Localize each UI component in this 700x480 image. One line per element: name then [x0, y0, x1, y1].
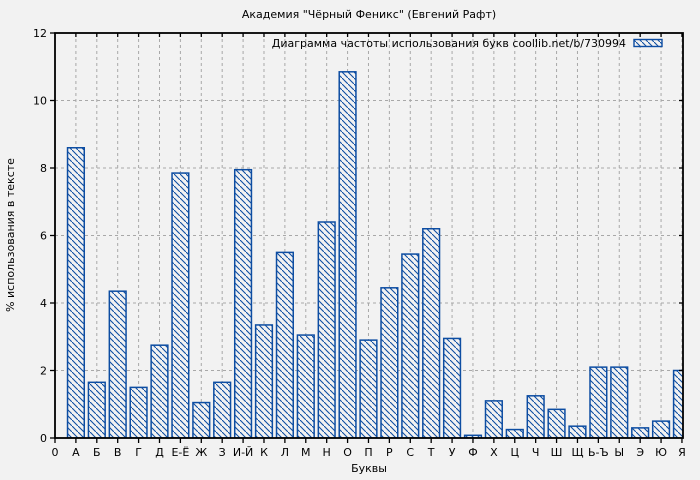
x-tick-label: В: [114, 446, 122, 459]
x-tick-label: А: [72, 446, 80, 459]
x-tick-label: С: [406, 446, 414, 459]
bar-О: [338, 71, 357, 438]
x-tick-label: И-Й: [233, 446, 253, 459]
y-tick-label: 4: [40, 297, 47, 310]
bar-П: [359, 339, 378, 438]
bar-Д: [150, 344, 169, 438]
y-axis-label: % использования в тексте: [4, 158, 17, 312]
bar-Х: [484, 400, 503, 438]
bar-Ж: [192, 401, 211, 438]
x-tick-label: Ф: [468, 446, 477, 459]
bar-Ь-Ъ: [589, 366, 608, 438]
x-tick-label: Ц: [510, 446, 519, 459]
bar-Ш: [547, 408, 566, 438]
x-tick-label: П: [364, 446, 372, 459]
x-tick-label: Л: [281, 446, 289, 459]
plot-border: [54, 32, 684, 439]
chart-title: Академия "Чёрный Феникс" (Евгений Рафт): [242, 8, 496, 21]
x-tick-label: Э: [636, 446, 644, 459]
bar-Б: [87, 381, 106, 438]
y-tick-label: 0: [40, 432, 47, 445]
x-tick-label: Г: [135, 446, 142, 459]
bar-Щ: [568, 425, 587, 438]
bar-И-Й: [233, 168, 253, 438]
bar-С: [401, 253, 420, 438]
x-tick-label: Ш: [551, 446, 563, 459]
bars-group: [66, 71, 683, 438]
x-tick-label: Е-Ё: [171, 446, 189, 459]
x-tick-label: Ь-Ъ: [588, 446, 609, 459]
x-tick-label: Д: [155, 446, 164, 459]
x-tick-label: 0: [52, 446, 59, 459]
x-tick-label: Б: [93, 446, 101, 459]
x-axis-label: Буквы: [351, 462, 387, 475]
bar-Г: [129, 386, 148, 438]
x-tick-label: Ы: [614, 446, 624, 459]
bar-Л: [275, 251, 294, 438]
y-tick-label: 10: [33, 95, 47, 108]
x-tick-label: К: [260, 446, 268, 459]
bar-Н: [317, 221, 336, 438]
bar-Ы: [610, 366, 629, 438]
x-tick-label: У: [449, 446, 456, 459]
x-tick-label: Щ: [571, 446, 583, 459]
y-tick-label: 2: [40, 365, 47, 378]
x-tick-label: Р: [386, 446, 393, 459]
bar-Э: [631, 427, 650, 438]
x-tick-label: Н: [323, 446, 331, 459]
bar-Р: [380, 287, 399, 438]
bar-А: [66, 147, 86, 438]
x-tick-label: О: [343, 446, 352, 459]
x-tick-label: М: [301, 446, 311, 459]
axis-tick-labels: 0 А Б В Г Д Е-Ё Ж З И-Й К Л М Н О П Р С Т У Ф Х Ц Ч Ш Щ Ь-Ъ Ы Э Ю Я024…: [33, 27, 686, 459]
bar-В: [108, 290, 127, 438]
bar-К: [254, 324, 274, 438]
legend-label: Диаграмма частоты использования букв coo…: [272, 37, 626, 50]
y-tick-label: 12: [33, 27, 47, 40]
x-tick-label: Ю: [655, 446, 667, 459]
bar-Т: [422, 228, 441, 438]
bar-М: [296, 334, 315, 438]
bar-Е-Ё: [171, 172, 190, 438]
bar-З: [213, 381, 232, 438]
bar-Ч: [526, 395, 545, 438]
legend-swatch: [633, 38, 663, 48]
x-tick-label: Ч: [532, 446, 540, 459]
x-tick-label: Х: [490, 446, 498, 459]
bar-Я: [672, 369, 683, 438]
bar-У: [442, 337, 462, 438]
y-tick-label: 6: [40, 230, 47, 243]
x-tick-label: Т: [427, 446, 435, 459]
bar-Ю: [651, 420, 671, 438]
x-tick-label: З: [219, 446, 226, 459]
y-tick-label: 8: [40, 162, 47, 175]
x-tick-label: Ж: [195, 446, 207, 459]
bar-Ц: [505, 428, 524, 438]
x-tick-label: Я: [678, 446, 686, 459]
